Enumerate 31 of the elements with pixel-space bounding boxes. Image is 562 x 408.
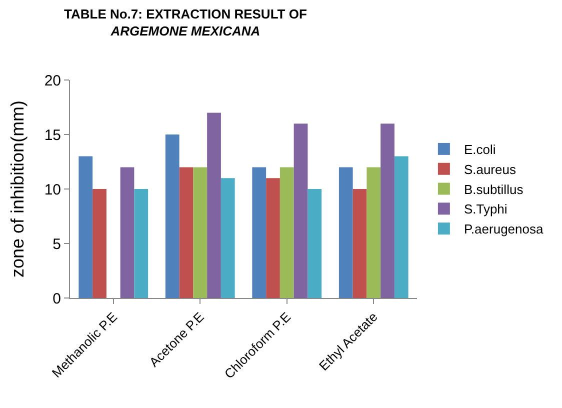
bar [252, 167, 266, 298]
bar [338, 167, 353, 298]
bar [308, 189, 322, 298]
legend-label: S.aureus [464, 162, 516, 177]
y-tick-label: 5 [52, 236, 61, 253]
legend-label: B.subtillus [464, 182, 524, 197]
bar [366, 167, 381, 298]
bar [394, 156, 408, 298]
bar [134, 189, 148, 298]
bar [294, 124, 308, 298]
bar [352, 189, 367, 298]
y-tick-label: 15 [44, 126, 61, 144]
legend-label: E.coli [464, 142, 496, 158]
bar [78, 156, 93, 298]
bar [380, 124, 394, 298]
bar [280, 167, 294, 298]
y-tick-label: 10 [44, 181, 61, 198]
y-tick-label: 20 [44, 72, 61, 90]
y-axis-title: zone of inhibition(mm) [8, 100, 28, 278]
bar [193, 167, 208, 298]
bar [165, 134, 180, 298]
bar [220, 178, 235, 298]
chart-title: TABLE No.7: EXTRACTION RESULT OF ARGEMONE MEXICANA [64, 6, 307, 38]
bar [92, 189, 106, 298]
bar [266, 178, 280, 298]
bar [179, 167, 194, 298]
bar [207, 112, 221, 298]
bar [120, 167, 134, 298]
legend-label: P.aerugenosa [464, 222, 544, 237]
y-tick-label: 0 [52, 290, 61, 308]
legend-label: S.Typhi [464, 202, 508, 217]
